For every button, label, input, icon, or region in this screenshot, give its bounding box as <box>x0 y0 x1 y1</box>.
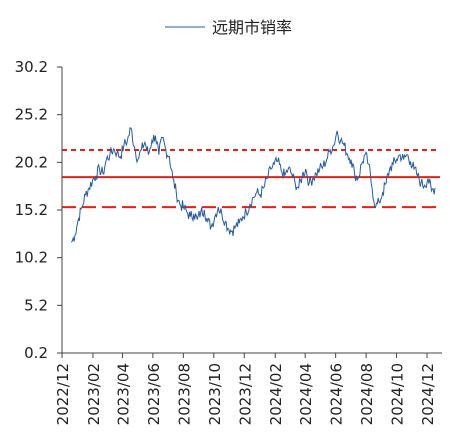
series-line <box>71 127 436 243</box>
x-tick-label: 2023/12 <box>236 363 254 425</box>
y-tick-label: 0.2 <box>24 344 48 362</box>
reference-lines <box>62 148 440 209</box>
x-tick-label: 2023/04 <box>114 363 132 425</box>
legend: 远期市销率 <box>165 18 292 37</box>
y-tick-label: 20.2 <box>15 153 48 171</box>
legend-label: 远期市销率 <box>212 18 292 37</box>
y-axis: 0.2 5.2 10.2 15.2 20.2 25.2 30.2 <box>15 58 63 362</box>
x-tick-label: 2024/06 <box>328 363 346 425</box>
x-tick-label: 2024/12 <box>419 363 437 425</box>
x-tick-label: 2024/02 <box>267 363 285 425</box>
x-tick-label: 2023/10 <box>206 363 224 425</box>
y-tick-label: 30.2 <box>15 58 48 76</box>
y-tick-label: 15.2 <box>15 201 48 219</box>
x-axis: 2022/12 2023/02 2023/04 2023/06 2023/08 2023/… <box>54 352 442 425</box>
y-tick-label: 25.2 <box>15 106 48 124</box>
x-tick-label: 2023/06 <box>145 363 163 425</box>
x-tick-label: 2023/02 <box>85 363 103 425</box>
x-tick-label: 2024/04 <box>297 363 315 425</box>
x-tick-label: 2023/08 <box>175 363 193 425</box>
x-tick-label: 2024/08 <box>358 363 376 425</box>
y-tick-label: 10.2 <box>15 249 48 267</box>
x-tick-label: 2024/10 <box>389 363 407 425</box>
x-tick-label: 2022/12 <box>54 363 72 425</box>
y-tick-label: 5.2 <box>24 296 48 314</box>
